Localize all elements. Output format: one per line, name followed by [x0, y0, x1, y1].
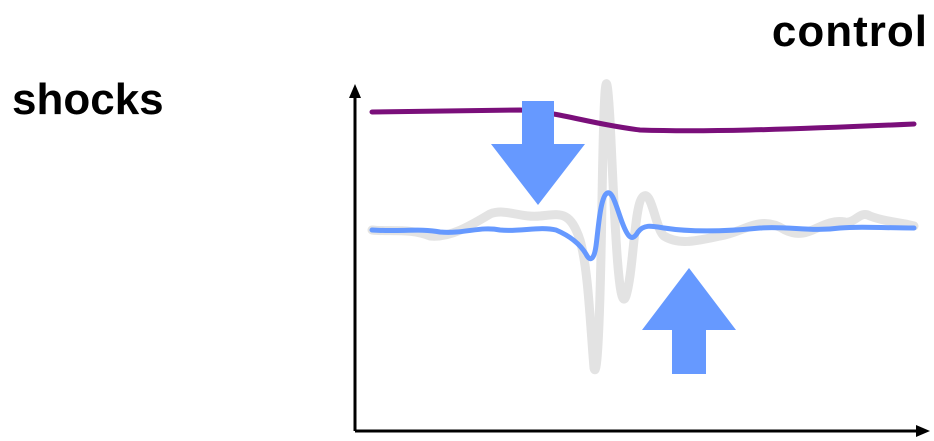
- x-axis-arrowhead: [916, 425, 930, 437]
- y-axis-arrowhead: [349, 84, 361, 98]
- up-arrow-icon: [642, 268, 736, 374]
- down-arrow-icon: [491, 101, 585, 205]
- control-label: control: [771, 7, 928, 56]
- top-curve: [369, 107, 917, 134]
- shocks-label: shocks: [12, 75, 164, 124]
- controlled-response-curve: [369, 190, 917, 262]
